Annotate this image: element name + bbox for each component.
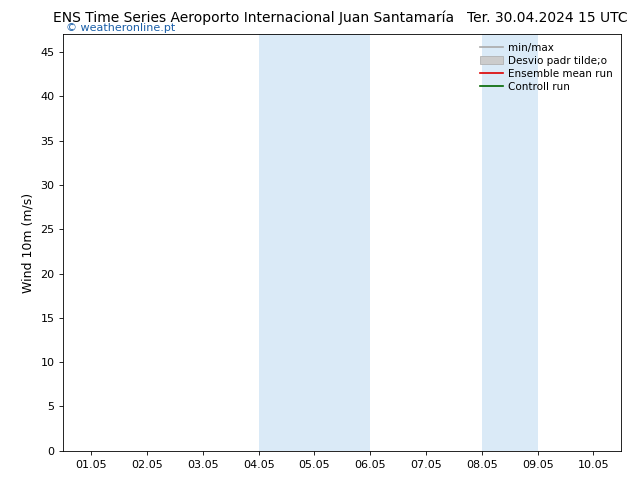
Legend: min/max, Desvio padr tilde;o, Ensemble mean run, Controll run: min/max, Desvio padr tilde;o, Ensemble m… [477,40,616,95]
Bar [259,34,370,451]
Text: © weatheronline.pt: © weatheronline.pt [66,24,176,33]
Bar [482,34,538,451]
Text: ENS Time Series Aeroporto Internacional Juan Santamaría: ENS Time Series Aeroporto Internacional … [53,11,454,25]
Y-axis label: Wind 10m (m/s): Wind 10m (m/s) [22,193,35,293]
Text: Ter. 30.04.2024 15 UTC: Ter. 30.04.2024 15 UTC [467,11,628,25]
